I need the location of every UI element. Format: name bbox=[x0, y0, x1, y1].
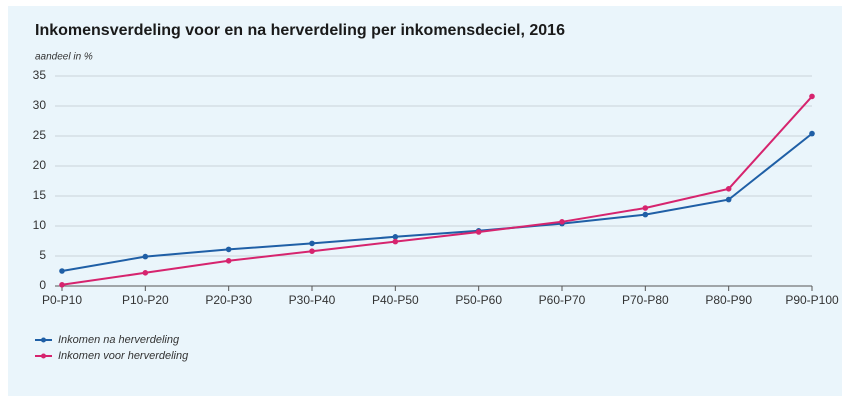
point bbox=[559, 219, 565, 225]
point bbox=[809, 93, 815, 100]
y-tick-label: 20 bbox=[33, 158, 47, 172]
point bbox=[392, 238, 399, 245]
point bbox=[809, 130, 815, 137]
y-tick-label: 5 bbox=[39, 248, 46, 262]
x-tick-label: P20-P30 bbox=[205, 293, 252, 307]
legend-label: Inkomen na herverdeling bbox=[58, 334, 180, 346]
y-tick-label: 30 bbox=[33, 98, 47, 112]
x-tick-label: P80-P90 bbox=[705, 293, 752, 307]
point bbox=[309, 248, 315, 254]
point bbox=[142, 253, 149, 260]
x-tick-label: P70-P80 bbox=[622, 293, 669, 307]
y-tick-label: 15 bbox=[33, 188, 47, 202]
point bbox=[142, 270, 149, 276]
point bbox=[642, 211, 649, 218]
point bbox=[475, 229, 482, 235]
point bbox=[225, 246, 232, 253]
point bbox=[392, 234, 399, 240]
x-tick-label: P90-P100 bbox=[785, 293, 839, 307]
x-tick-label: P40-P50 bbox=[372, 293, 419, 307]
x-tick-label: P50-P60 bbox=[455, 293, 502, 307]
point bbox=[225, 258, 232, 264]
y-tick-label: 35 bbox=[33, 68, 47, 82]
y-tick-label: 25 bbox=[33, 128, 47, 142]
y-tick-label: 0 bbox=[39, 278, 46, 292]
point bbox=[725, 196, 732, 203]
legend-dot bbox=[41, 353, 46, 359]
legend-dot bbox=[41, 337, 46, 343]
point bbox=[642, 205, 649, 211]
x-tick-label: P60-P70 bbox=[539, 293, 586, 307]
point bbox=[309, 240, 315, 247]
series-line bbox=[61, 95, 813, 286]
point bbox=[725, 186, 732, 192]
chart-title: Inkomensverdeling voor en na herverdelin… bbox=[35, 22, 565, 39]
x-tick-label: P0-P10 bbox=[42, 293, 82, 307]
x-tick-label: P30-P40 bbox=[289, 293, 336, 307]
point bbox=[59, 268, 65, 274]
series-line bbox=[61, 132, 813, 272]
point bbox=[59, 282, 65, 288]
x-tick-label: P10-P20 bbox=[122, 293, 169, 307]
legend-label: Inkomen voor herverdeling bbox=[58, 350, 189, 362]
y-tick-label: 10 bbox=[33, 218, 47, 232]
background bbox=[8, 6, 842, 396]
y-axis-label: aandeel in % bbox=[35, 52, 93, 63]
